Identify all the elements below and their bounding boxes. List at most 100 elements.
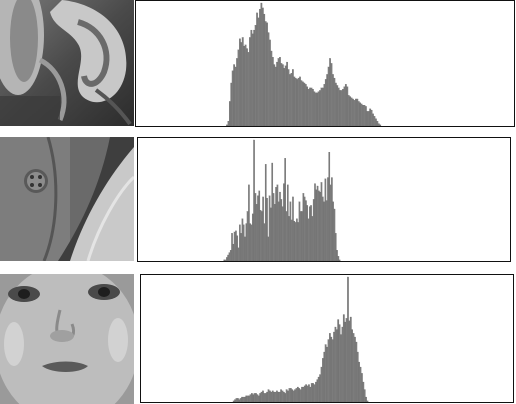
histogram-bar (256, 394, 259, 402)
histogram-bar (324, 79, 327, 126)
histogram-bar (249, 37, 251, 126)
histogram-bar (239, 38, 241, 126)
histogram-bar (287, 390, 289, 402)
histogram-bar (345, 318, 348, 402)
thumbnail-ear (0, 0, 134, 126)
histogram-bar (236, 58, 238, 126)
histogram-ear-plot (226, 2, 382, 126)
histogram-bar (322, 358, 324, 402)
histogram-bar (285, 389, 288, 402)
histogram-bar (309, 386, 312, 402)
histogram-bar (309, 87, 311, 126)
histogram-bar (324, 344, 327, 402)
histogram-bar (278, 391, 281, 402)
histogram-bar (365, 396, 367, 402)
histogram-bar (336, 85, 339, 126)
histogram-bar (357, 101, 360, 126)
histogram-bar (333, 77, 336, 126)
histogram-bar (281, 390, 284, 402)
histogram-bar (245, 395, 248, 402)
histogram-bar (313, 384, 316, 402)
histogram-bar (315, 381, 317, 402)
histogram-bar (290, 73, 293, 126)
histogram-bar (320, 87, 323, 126)
histogram-bar (241, 37, 244, 126)
histogram-bar (247, 52, 250, 126)
histogram-bar (377, 123, 380, 126)
histogram-bar (284, 158, 286, 261)
histogram-bar (319, 374, 321, 402)
histogram-bar (306, 86, 309, 126)
histogram-bar (334, 326, 337, 402)
histogram-bar (302, 81, 304, 126)
histogram-bar (337, 87, 340, 126)
histogram-bar (362, 381, 365, 402)
histogram-bar (344, 84, 347, 126)
histogram-bar (350, 97, 353, 126)
histogram-bar (334, 82, 337, 126)
histogram-bar (316, 92, 319, 126)
histogram-bar (314, 92, 317, 126)
histogram-bar (240, 42, 243, 126)
histogram-bar (300, 80, 303, 126)
histogram-bar (363, 389, 366, 402)
histogram-bar (303, 385, 306, 402)
histogram-bar (379, 124, 382, 126)
histogram-bar (257, 395, 260, 402)
histogram-bar (330, 63, 333, 126)
histogram-bar (354, 98, 357, 126)
histogram-bar (329, 333, 331, 402)
histogram-bar (284, 65, 287, 126)
histogram-bar (326, 74, 329, 126)
histogram-bar (256, 12, 258, 126)
histogram-bar (349, 316, 352, 402)
histogram-bar (246, 395, 249, 402)
histogram-bar (266, 197, 268, 261)
histogram-bar (260, 391, 263, 402)
histogram-bar (266, 22, 268, 126)
histogram-bar (284, 393, 287, 402)
histogram-bar (295, 388, 298, 402)
histogram-bar (359, 366, 362, 402)
histogram-bar (342, 89, 344, 126)
histogram-bar (267, 32, 270, 126)
histogram-bar (253, 29, 256, 126)
histogram-bar (241, 396, 243, 402)
histogram-bar (366, 400, 369, 402)
histogram-bar (360, 103, 363, 126)
histogram-bar (365, 106, 367, 126)
histogram-bar (354, 336, 356, 402)
histogram-bar (308, 384, 310, 402)
histogram-bar (267, 389, 270, 402)
histogram-bar (292, 390, 295, 402)
histogram-bar (373, 116, 376, 126)
histogram-bar (299, 389, 302, 402)
histogram-bar (340, 334, 342, 402)
histogram-bar (310, 383, 313, 402)
histogram-bar (242, 396, 245, 402)
histogram-bar (234, 66, 237, 126)
histogram-bar (349, 96, 351, 126)
histogram-bar (252, 394, 255, 402)
histogram-bar (307, 89, 310, 126)
histogram-bar (327, 339, 330, 402)
histogram-bar (264, 393, 267, 402)
histogram-bar (297, 77, 300, 126)
histogram-bar (228, 101, 231, 126)
histogram-bar (237, 49, 240, 126)
histogram-bar (326, 346, 328, 402)
histogram-bar (260, 2, 263, 126)
histogram-bar (237, 398, 239, 402)
histogram-bar (270, 50, 273, 126)
histogram-bar (231, 70, 234, 126)
histogram-bar (351, 329, 353, 402)
histogram-bar (316, 379, 319, 402)
thumbnail-shirt (0, 137, 134, 261)
histogram-bar (238, 399, 241, 402)
histogram-bar (336, 250, 338, 261)
histogram-bar (339, 90, 341, 126)
histogram-bar (305, 384, 308, 402)
histogram-bar (344, 321, 347, 402)
histogram-bar (330, 336, 333, 402)
histogram-bar (287, 69, 290, 126)
